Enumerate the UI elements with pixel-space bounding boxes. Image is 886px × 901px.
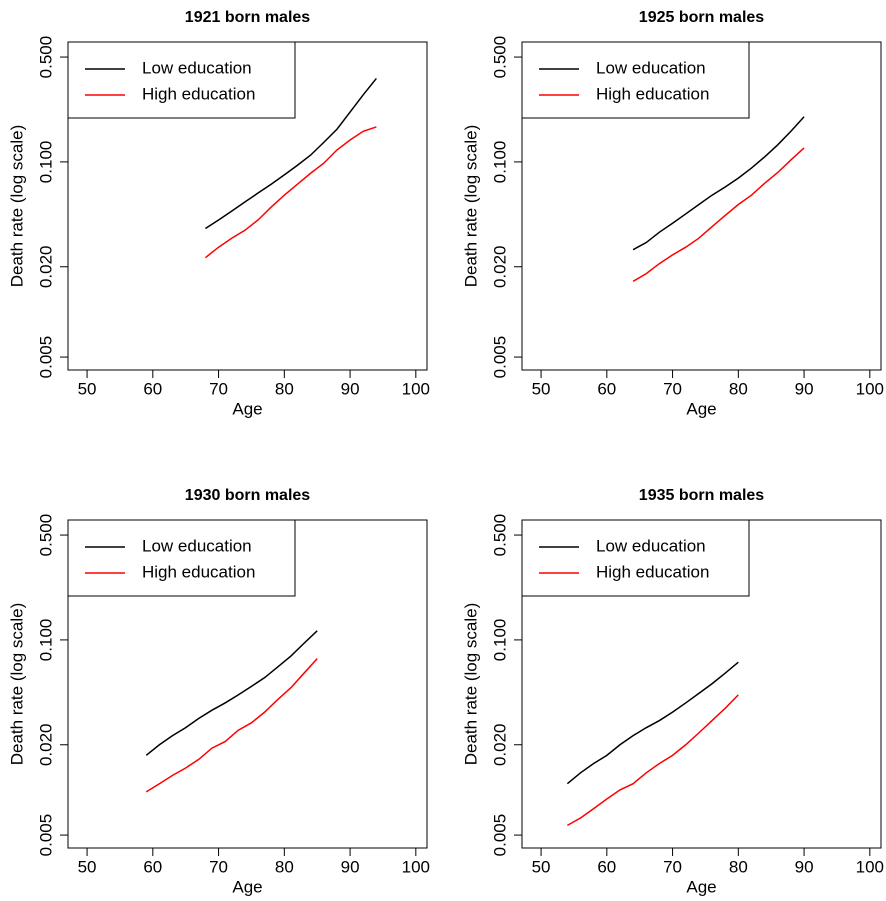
y-tick-label: 0.020 <box>36 245 55 288</box>
x-tick-label: 90 <box>341 379 360 398</box>
data-line <box>145 658 318 793</box>
panel: 1935 born males Age Death rate (log scale)… <box>461 487 884 896</box>
x-tick-label: 100 <box>402 379 430 398</box>
y-tick-label: 0.100 <box>36 619 55 662</box>
x-tick-label: 70 <box>663 857 682 876</box>
legend-box <box>67 41 296 119</box>
x-tick-label: 50 <box>78 857 97 876</box>
legend-label: Low education <box>596 536 706 555</box>
x-tick-label: 80 <box>729 857 748 876</box>
y-axis-label: Death rate (log scale) <box>7 603 26 766</box>
y-axis-label: Death rate (log scale) <box>7 125 26 288</box>
x-tick-label: 50 <box>78 379 97 398</box>
data-line <box>567 694 739 827</box>
y-axis-label: Death rate (log scale) <box>461 125 480 288</box>
y-tick-label: 0.020 <box>36 723 55 766</box>
y-tick-label: 0.020 <box>490 245 509 288</box>
panel: 1921 born males Age Death rate (log scale)… <box>7 9 430 418</box>
legend-label: Low education <box>596 58 706 77</box>
x-tick-label: 90 <box>795 379 814 398</box>
data-line <box>205 77 377 230</box>
x-tick-label: 80 <box>275 379 294 398</box>
x-tick-label: 80 <box>729 379 748 398</box>
y-tick-label: 0.500 <box>36 36 55 79</box>
y-tick-label: 0.005 <box>36 336 55 379</box>
data-line <box>566 661 739 785</box>
legend-label: High education <box>596 562 709 581</box>
data-line <box>632 147 805 282</box>
chart-title: 1930 born males <box>185 487 311 504</box>
legend-box <box>521 41 750 119</box>
x-tick-label: 100 <box>856 379 884 398</box>
x-tick-label: 70 <box>209 379 228 398</box>
y-tick-label: 0.100 <box>36 141 55 184</box>
y-axis-label: Death rate (log scale) <box>461 603 480 766</box>
x-axis-label: Age <box>232 399 262 418</box>
y-tick-label: 0.100 <box>490 141 509 184</box>
y-tick-label: 0.500 <box>490 36 509 79</box>
x-tick-label: 50 <box>532 379 551 398</box>
x-tick-label: 60 <box>597 379 616 398</box>
panel: 1925 born males Age Death rate (log scale)… <box>461 9 884 418</box>
x-tick-label: 100 <box>402 857 430 876</box>
x-axis-label: Age <box>686 877 716 896</box>
panel: 1930 born males Age Death rate (log scale)… <box>7 487 430 896</box>
x-tick-label: 90 <box>341 857 360 876</box>
data-line <box>632 116 805 251</box>
x-tick-label: 60 <box>597 857 616 876</box>
y-tick-label: 0.100 <box>490 619 509 662</box>
y-tick-label: 0.005 <box>490 336 509 379</box>
x-tick-label: 100 <box>856 857 884 876</box>
legend-label: High education <box>142 84 255 103</box>
legend-box <box>521 519 750 597</box>
data-line <box>145 630 318 756</box>
legend-label: High education <box>596 84 709 103</box>
y-tick-label: 0.500 <box>36 514 55 557</box>
y-tick-label: 0.020 <box>490 723 509 766</box>
x-tick-label: 60 <box>143 857 162 876</box>
legend-box <box>67 519 296 597</box>
x-tick-label: 70 <box>663 379 682 398</box>
chart-title: 1935 born males <box>639 487 765 504</box>
legend-label: Low education <box>142 58 252 77</box>
x-axis-label: Age <box>686 399 716 418</box>
y-tick-label: 0.005 <box>490 814 509 857</box>
data-line <box>204 126 377 259</box>
legend-label: High education <box>142 562 255 581</box>
chart-title: 1925 born males <box>639 9 765 26</box>
x-tick-label: 60 <box>143 379 162 398</box>
x-axis-label: Age <box>232 877 262 896</box>
y-tick-label: 0.500 <box>490 514 509 557</box>
x-tick-label: 80 <box>275 857 294 876</box>
x-tick-label: 70 <box>209 857 228 876</box>
legend-label: Low education <box>142 536 252 555</box>
chart-title: 1921 born males <box>185 9 311 26</box>
x-tick-label: 90 <box>795 857 814 876</box>
y-tick-label: 0.005 <box>36 814 55 857</box>
x-tick-label: 50 <box>532 857 551 876</box>
